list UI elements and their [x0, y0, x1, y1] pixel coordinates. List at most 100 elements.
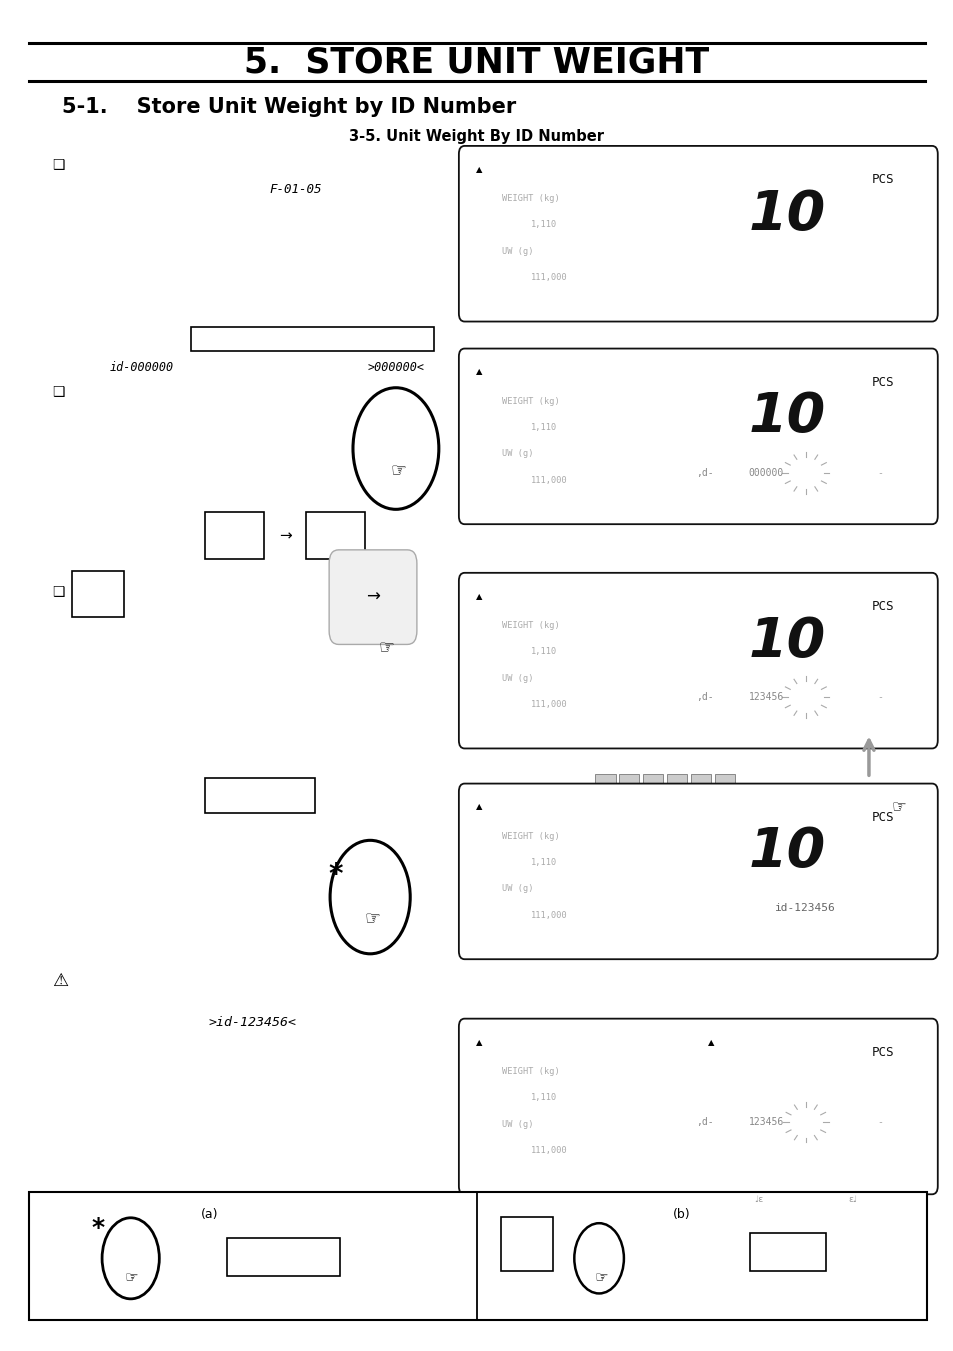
FancyBboxPatch shape [458, 1019, 937, 1194]
Bar [618, 801, 639, 821]
Bar [749, 1233, 825, 1271]
Text: 10: 10 [748, 188, 825, 242]
Text: WEIGHT (kg): WEIGHT (kg) [501, 1067, 559, 1075]
Text: WEIGHT (kg): WEIGHT (kg) [501, 621, 559, 630]
Text: WEIGHT (kg): WEIGHT (kg) [501, 397, 559, 405]
Text: 5.  STORE UNIT WEIGHT: 5. STORE UNIT WEIGHT [244, 45, 709, 80]
Text: ▲: ▲ [707, 1038, 714, 1047]
Text: 000000: 000000 [748, 467, 783, 478]
Circle shape [574, 1223, 623, 1293]
Text: ❑: ❑ [52, 158, 65, 172]
Text: PCS: PCS [871, 811, 893, 824]
Text: 1,110: 1,110 [530, 423, 557, 432]
Bar [227, 1239, 339, 1277]
Text: 10: 10 [748, 390, 825, 444]
Text: →: → [366, 588, 379, 607]
FancyBboxPatch shape [329, 550, 416, 644]
Text: ▲: ▲ [476, 367, 482, 377]
Bar [714, 774, 734, 794]
Text: *: * [91, 1216, 105, 1239]
Text: >000000<: >000000< [367, 361, 424, 374]
Circle shape [353, 388, 438, 509]
Text: WEIGHT (kg): WEIGHT (kg) [501, 832, 559, 840]
Bar [642, 801, 662, 821]
Bar [500, 1217, 553, 1271]
Text: PCS: PCS [871, 173, 893, 186]
Text: ☞: ☞ [364, 909, 379, 928]
Text: PCS: PCS [871, 1046, 893, 1059]
Text: ▲: ▲ [476, 1038, 482, 1047]
Text: ☞: ☞ [391, 461, 406, 480]
Text: ,d-: ,d- [696, 467, 713, 478]
Text: PCS: PCS [871, 600, 893, 613]
Circle shape [102, 1217, 159, 1298]
Text: 10: 10 [748, 615, 825, 669]
Text: UW (g): UW (g) [501, 885, 533, 893]
Bar [642, 774, 662, 794]
FancyBboxPatch shape [458, 573, 937, 748]
Bar [191, 327, 434, 351]
Text: ❑: ❑ [52, 585, 65, 598]
Bar [306, 512, 365, 559]
Text: UW (g): UW (g) [501, 450, 533, 458]
Text: 1,110: 1,110 [530, 1093, 557, 1102]
Text: 123456: 123456 [748, 1117, 783, 1128]
Text: 111,000: 111,000 [530, 273, 567, 282]
FancyBboxPatch shape [458, 349, 937, 524]
Text: -: - [877, 692, 882, 703]
Bar [205, 512, 264, 559]
Text: ⚠: ⚠ [52, 971, 69, 990]
Text: UW (g): UW (g) [501, 247, 533, 255]
Text: ,d-: ,d- [696, 692, 713, 703]
Text: ☞: ☞ [125, 1270, 138, 1285]
Bar [690, 801, 710, 821]
Text: WEIGHT (kg): WEIGHT (kg) [501, 195, 559, 203]
Text: 3-5. Unit Weight By ID Number: 3-5. Unit Weight By ID Number [349, 128, 604, 145]
Text: ☞: ☞ [378, 638, 394, 657]
Text: ,d-: ,d- [696, 1117, 713, 1128]
Text: *: * [328, 862, 343, 889]
Bar [666, 801, 686, 821]
Bar [690, 774, 710, 794]
Bar [666, 774, 686, 794]
Bar [205, 778, 314, 813]
Text: UW (g): UW (g) [501, 674, 533, 682]
Text: 123456: 123456 [748, 692, 783, 703]
Text: ε♩: ε♩ [847, 1196, 856, 1204]
Circle shape [330, 840, 410, 954]
Text: ▲: ▲ [476, 592, 482, 601]
Text: 111,000: 111,000 [530, 700, 567, 709]
Text: F-01-05: F-01-05 [269, 182, 322, 196]
Text: 1,110: 1,110 [530, 647, 557, 657]
Text: UW (g): UW (g) [501, 1120, 533, 1128]
Bar [29, 1192, 926, 1320]
Text: 10: 10 [748, 825, 825, 880]
Text: ♩ε: ♩ε [754, 1196, 762, 1204]
Text: 1,110: 1,110 [530, 220, 557, 230]
Bar [618, 774, 639, 794]
Text: ☞: ☞ [891, 798, 905, 817]
Text: 5-1.    Store Unit Weight by ID Number: 5-1. Store Unit Weight by ID Number [62, 97, 516, 116]
Text: 111,000: 111,000 [530, 911, 567, 920]
Text: (a): (a) [201, 1208, 218, 1221]
Text: ❑: ❑ [52, 385, 65, 399]
Text: 111,000: 111,000 [530, 476, 567, 485]
Text: -: - [877, 1117, 882, 1128]
Text: ☞: ☞ [594, 1270, 607, 1285]
Text: id-123456: id-123456 [775, 902, 836, 913]
Bar [595, 774, 615, 794]
Bar [714, 801, 734, 821]
Text: 111,000: 111,000 [530, 1146, 567, 1155]
Text: id-000000: id-000000 [110, 361, 173, 374]
Text: >id-123456<: >id-123456< [209, 1016, 296, 1029]
Bar [71, 571, 124, 617]
Text: PCS: PCS [871, 376, 893, 389]
Text: -: - [877, 467, 882, 478]
Text: (b): (b) [673, 1208, 690, 1221]
Text: ▲: ▲ [476, 802, 482, 812]
FancyBboxPatch shape [458, 784, 937, 959]
Bar [595, 801, 615, 821]
Text: 1,110: 1,110 [530, 858, 557, 867]
FancyBboxPatch shape [458, 146, 937, 322]
Text: ▲: ▲ [476, 165, 482, 174]
